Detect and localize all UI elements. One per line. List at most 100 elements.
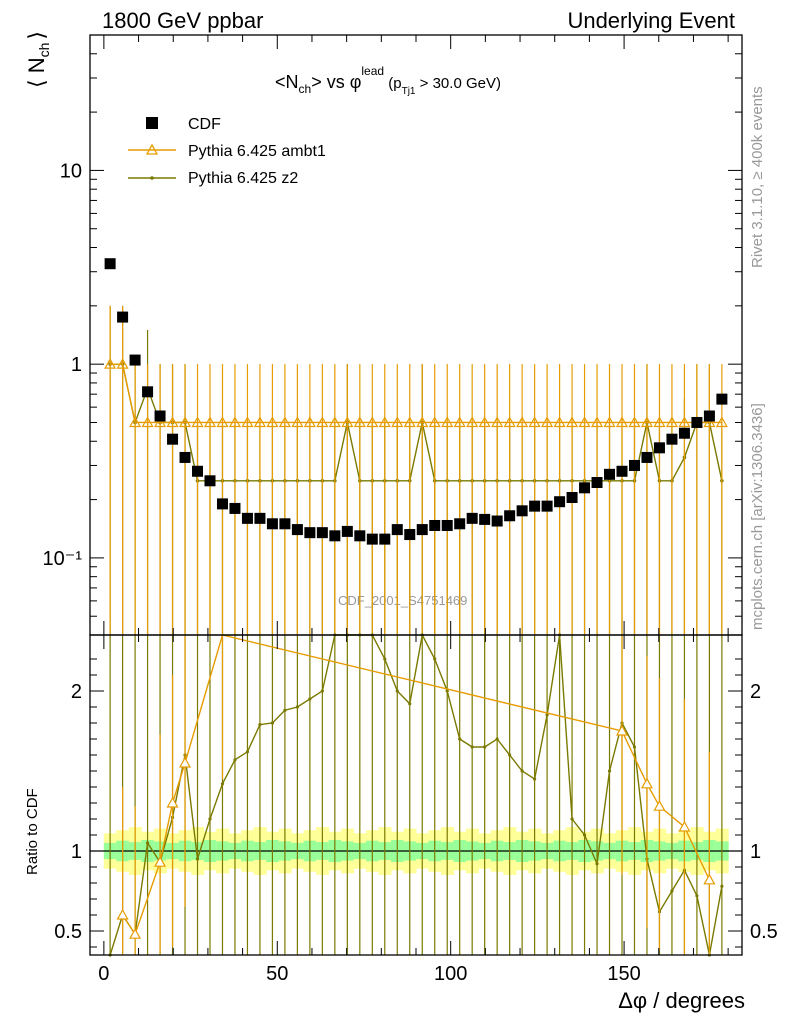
z2-ratio-point xyxy=(533,777,537,781)
bottom-ytick-label-right: 2 xyxy=(750,681,761,703)
cdf-point xyxy=(416,524,428,536)
ambt1-point xyxy=(603,416,616,428)
bottom-ytick-label-right: 0.5 xyxy=(750,921,778,943)
xtick-label: 150 xyxy=(607,963,640,985)
cdf-point xyxy=(129,354,141,366)
ambt1-ratio-point xyxy=(678,820,691,832)
ambt1-point xyxy=(203,416,217,428)
ambt1-point xyxy=(104,357,117,369)
bottom-ytick-label: 1 xyxy=(71,841,82,863)
cdf-point xyxy=(504,510,516,522)
axes: 10 1 10⁻¹ 0 50 100 150 2 2 1 1 0.5 0.5 xyxy=(43,34,778,985)
cdf-point xyxy=(566,492,578,504)
top-ytick-label: 10⁻¹ xyxy=(43,548,83,570)
ambt1-point xyxy=(591,416,604,428)
bottom-ytick-label: 0.5 xyxy=(54,921,82,943)
ambt1-point xyxy=(291,416,304,428)
ambt1-ratio-point xyxy=(703,873,716,885)
cdf-point xyxy=(404,529,416,541)
ambt1-ratio-point xyxy=(615,724,629,736)
cdf-point xyxy=(254,512,266,524)
ambt1-point xyxy=(528,416,541,428)
ambt1-point xyxy=(179,416,192,428)
z2-ratio-point xyxy=(508,753,512,757)
z2-ratio-point xyxy=(495,737,499,741)
ambt1-ratio-point xyxy=(653,799,666,811)
bottom-ytick-label: 2 xyxy=(71,681,82,703)
ambt1-point xyxy=(478,416,491,428)
z2-ratio-point xyxy=(220,782,225,786)
ambt1-point xyxy=(316,416,329,428)
ambt1-point xyxy=(241,416,254,428)
cdf-point xyxy=(579,482,591,494)
ambt1-point xyxy=(653,416,666,428)
ambt1-point xyxy=(391,416,404,428)
header-right: Underlying Event xyxy=(567,8,735,33)
legend-ambt1: Pythia 6.425 ambt1 xyxy=(128,143,326,160)
rivet-label: Rivet 3.1.10, ≥ 400k events xyxy=(749,86,766,268)
cdf-point xyxy=(304,527,316,539)
ambt1-point xyxy=(428,416,441,428)
ambt1-point xyxy=(303,416,316,428)
ambt1-point xyxy=(416,416,429,428)
ambt1-point xyxy=(378,416,391,428)
ambt1-point xyxy=(628,416,641,428)
ambt1-point xyxy=(615,416,629,428)
ambt1-ratio-point xyxy=(154,855,167,867)
ambt1-point xyxy=(466,416,479,428)
ambt1-point xyxy=(578,416,591,428)
z2-ratio-point xyxy=(408,702,412,706)
legend-z2-marker xyxy=(150,176,154,180)
cdf-point xyxy=(466,512,478,524)
ylabel-top: ⟨ Nch⟩ xyxy=(24,31,52,88)
z2-ratio-point xyxy=(483,745,487,749)
cdf-point xyxy=(179,451,191,463)
cdf-point xyxy=(329,530,341,542)
cdf-point xyxy=(716,393,728,405)
cdf-point xyxy=(341,525,353,537)
z2-ratio-point xyxy=(283,708,287,712)
ambt1-point xyxy=(703,416,716,428)
z2-ratio-point xyxy=(607,769,612,773)
ylabel-bottom: Ratio to CDF xyxy=(24,788,41,875)
ambt1-point xyxy=(129,416,142,428)
legend-cdf-marker xyxy=(146,117,158,129)
legend-z2-label: Pythia 6.425 z2 xyxy=(188,170,298,187)
z2-ratio-point xyxy=(245,750,250,754)
ratio-panel xyxy=(90,632,742,957)
z2-ratio-line xyxy=(109,632,723,956)
cdf-point xyxy=(192,465,204,477)
top-panel xyxy=(104,258,728,635)
legend-z2: Pythia 6.425 z2 xyxy=(128,170,298,187)
xlabel: Δφ / degrees xyxy=(618,988,745,1013)
z2-ratio-point xyxy=(670,889,674,893)
z2-ratio-point xyxy=(720,884,724,888)
ambt1-point xyxy=(166,416,179,428)
ambt1-point xyxy=(453,416,466,428)
ambt1-point xyxy=(216,416,229,428)
cdf-point xyxy=(204,475,216,487)
cdf-point xyxy=(691,416,703,428)
ambt1-point xyxy=(566,416,579,428)
z2-ratio-point xyxy=(445,689,449,693)
legend: CDF Pythia 6.425 ambt1 Pythia 6.425 z2 xyxy=(128,116,326,187)
cdf-point xyxy=(703,410,715,422)
cdf-point xyxy=(591,477,603,489)
ambt1-ratio-line xyxy=(122,634,711,936)
top-ytick-label: 1 xyxy=(71,354,82,376)
z2-ratio-point xyxy=(258,723,262,727)
legend-cdf: CDF xyxy=(146,116,221,133)
z2-ratio-point xyxy=(383,657,387,661)
ambt1-point xyxy=(116,357,129,369)
ambt1-point xyxy=(366,416,379,428)
xtick-label: 100 xyxy=(434,963,467,985)
watermark: CDF_2001_S4751469 xyxy=(338,593,467,608)
cdf-point xyxy=(616,465,628,477)
z2-ratio-point xyxy=(570,817,574,821)
cdf-point xyxy=(291,524,303,536)
ambt1-point xyxy=(541,416,554,428)
ambt1-ratio-point xyxy=(166,796,179,808)
cdf-point xyxy=(491,515,503,527)
ambt1-line xyxy=(110,363,722,424)
